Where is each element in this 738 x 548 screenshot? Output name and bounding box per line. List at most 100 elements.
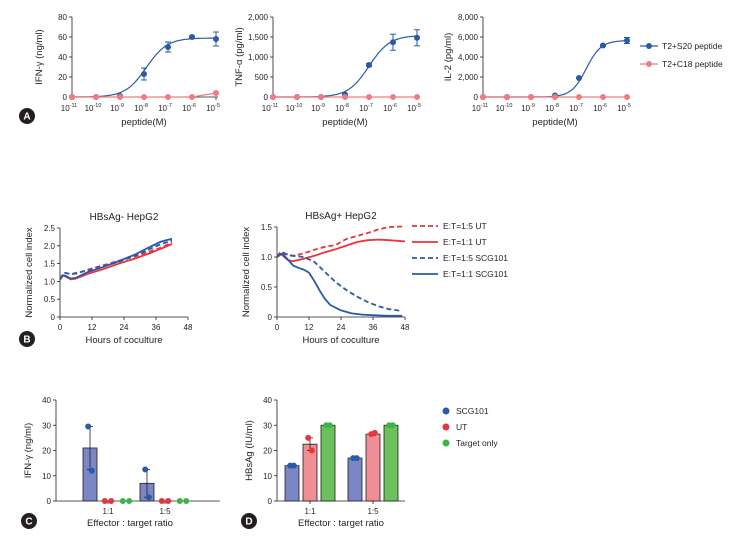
dose-response-plot: 0 500 1,000 1,500 2,000 10-11 10-10 10-9 10-8 10-… <box>234 13 421 128</box>
x-axis-label: peptide(M) <box>532 117 577 128</box>
x-tick-label: 0 <box>58 323 63 332</box>
series-line <box>276 225 406 258</box>
x-tick-label: 10-7 <box>158 103 172 113</box>
data-point-s20 <box>165 44 171 50</box>
legend-label: E:T=1:1 SCG101 <box>443 269 508 279</box>
bar <box>347 457 363 502</box>
replicate-point <box>119 498 126 504</box>
x-tick-exponent: -8 <box>554 103 559 109</box>
y-tick-label: 0.5 <box>261 283 273 292</box>
bar <box>320 424 336 502</box>
series-line <box>59 237 173 281</box>
data-point-c18 <box>504 94 510 100</box>
legend-label: UT <box>456 422 467 432</box>
x-tick-label: 12 <box>305 323 314 332</box>
data-point-s20 <box>414 34 420 41</box>
data-point-c18 <box>93 94 99 100</box>
x-tick-label: 10-5 <box>206 103 220 113</box>
y-tick-label: 500 <box>255 73 269 82</box>
y-tick-label: 40 <box>42 396 51 405</box>
y-tick-label: 2,000 <box>458 73 479 82</box>
y-tick-label: 40 <box>58 53 67 62</box>
x-tick-exponent: -10 <box>294 103 302 109</box>
y-tick-label: 4,000 <box>458 53 479 62</box>
x-tick-label: 10-10 <box>85 103 102 113</box>
y-axis-label: HBsAg (IU/ml) <box>244 420 255 481</box>
legend-label: E:T=1:5 SCG101 <box>443 253 508 263</box>
replicate-point <box>308 447 315 454</box>
y-tick-label: 2,000 <box>248 13 269 22</box>
x-tick-label: 10-6 <box>593 103 607 113</box>
x-tick-label: 10-9 <box>311 103 325 113</box>
x-tick-label: 10-11 <box>61 103 77 113</box>
x-axis-label: Effector : target ratio <box>298 518 384 529</box>
y-axis-label: Normalized cell index <box>24 227 35 318</box>
x-tick-label: 10-7 <box>359 103 373 113</box>
x-tick-exponent: -10 <box>93 103 101 109</box>
y-tick-label: 0 <box>474 93 479 102</box>
plot-title: HBsAg- HepG2 <box>90 212 159 223</box>
legend-label: E:T=1:1 UT <box>443 237 487 247</box>
x-tick-exponent: -5 <box>215 103 220 109</box>
x-tick-exponent: -9 <box>119 103 124 109</box>
x-tick-label: 10-11 <box>262 103 278 113</box>
x-tick-label: 10-5 <box>407 103 421 113</box>
x-axis-label: peptide(M) <box>322 117 367 128</box>
series-line <box>59 239 173 281</box>
x-tick-label: 10-8 <box>335 103 349 113</box>
bar-plot: 0 10 20 30 40 1:1 1:5 Effector : target ratio HB… <box>244 396 405 529</box>
bar <box>365 433 381 502</box>
y-axis-label: IFN-γ (ng/ml) <box>23 423 34 478</box>
x-tick-label: 10-8 <box>134 103 148 113</box>
x-tick-label: 10-7 <box>569 103 583 113</box>
data-point-c18 <box>576 94 582 100</box>
y-tick-label: 10 <box>263 472 272 481</box>
replicate-point <box>371 429 378 436</box>
legend-label: SCG101 <box>456 406 489 416</box>
x-tick-label: 1:5 <box>367 507 379 516</box>
y-tick-label: 2.5 <box>44 224 56 233</box>
bar <box>284 465 300 502</box>
replicate-point <box>145 494 152 501</box>
x-tick-label: 10-11 <box>472 103 488 113</box>
legend-swatch-dot <box>646 61 652 67</box>
x-axis-label: Hours of coculture <box>302 335 379 346</box>
cell-index-plot: 0 0.5 1.0 1.5 2.0 2.5 0 12 24 36 48 HBsAg- HepG2 Hou… <box>24 212 193 346</box>
x-tick-label: 1:1 <box>102 507 114 516</box>
bar <box>383 424 399 502</box>
data-point-c18 <box>390 94 396 100</box>
legend-swatch-dot <box>442 439 450 447</box>
data-point-c18 <box>552 94 558 100</box>
replicate-point <box>165 498 172 504</box>
y-axis-label: IFN-γ (ng/ml) <box>34 29 45 84</box>
x-tick-exponent: -5 <box>626 103 631 109</box>
y-tick-label: 0 <box>268 497 273 506</box>
x-tick-label: 1:1 <box>304 507 316 516</box>
x-tick-label: 48 <box>184 323 193 332</box>
series-line <box>276 252 403 317</box>
x-tick-label: 36 <box>152 323 161 332</box>
legend-swatch-dot <box>442 407 450 415</box>
panel-label-circle <box>19 331 35 347</box>
y-tick-label: 1,500 <box>248 33 269 42</box>
x-tick-exponent: -10 <box>504 103 512 109</box>
x-tick-label: 10-6 <box>182 103 196 113</box>
y-tick-label: 2.0 <box>44 242 56 251</box>
x-tick-exponent: -5 <box>416 103 421 109</box>
legend-peptide: T2+S20 peptide T2+C18 peptide <box>640 41 723 69</box>
replicate-point <box>389 422 396 429</box>
x-tick-label: 36 <box>369 323 378 332</box>
data-point-s20 <box>624 37 630 44</box>
data-point-c18 <box>414 94 420 100</box>
replicate-point <box>183 498 190 504</box>
data-point-c18 <box>342 94 348 100</box>
y-tick-label: 1.5 <box>44 260 56 269</box>
data-point-c18 <box>141 94 147 100</box>
y-tick-label: 10 <box>42 472 51 481</box>
x-axis-label: Effector : target ratio <box>87 518 173 529</box>
x-tick-label: 24 <box>120 323 129 332</box>
data-point-s20 <box>366 62 372 68</box>
legend-swatch-dot <box>646 43 652 49</box>
dose-response-plot: 0 2,000 4,000 6,000 8,000 10-11 10-10 10-9 10-8 1… <box>443 13 631 128</box>
